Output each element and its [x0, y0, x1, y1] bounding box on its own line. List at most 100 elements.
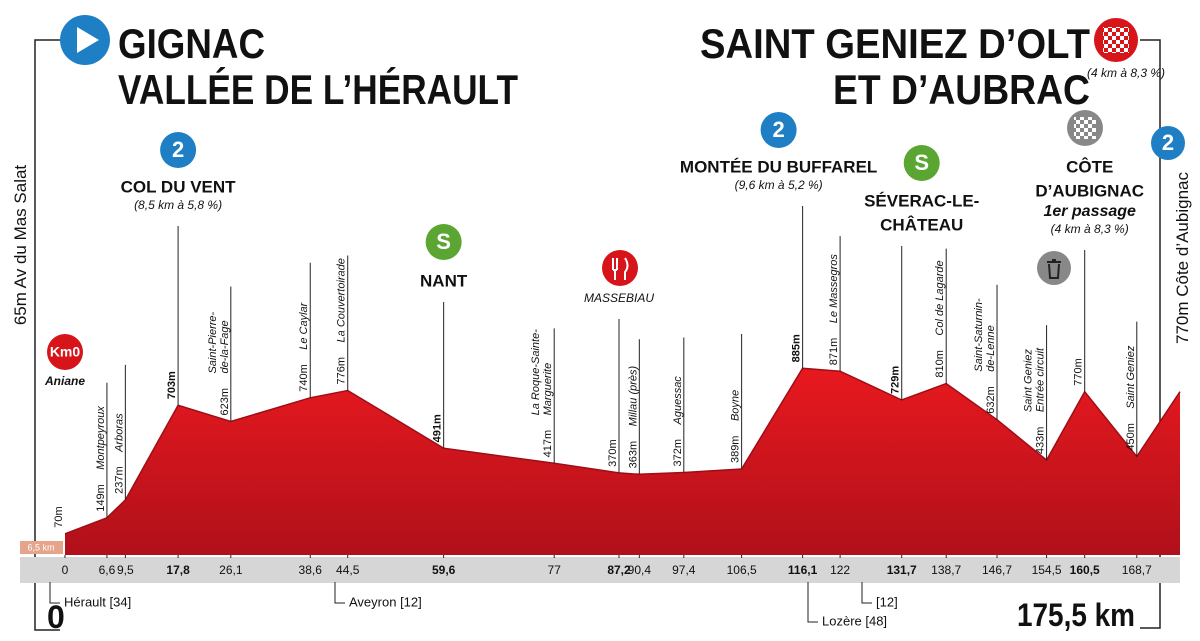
place-name-line: Saint Geniez — [1125, 345, 1137, 408]
x-tick-label: 122 — [830, 563, 850, 577]
place-name: Saint-Saturnin-de-Lenne — [973, 298, 997, 372]
start-title: GIGNAC — [118, 20, 265, 67]
altitude-label: 237m — [113, 466, 125, 494]
right-label: 770m Côte d’Aubignac — [1173, 172, 1192, 345]
x-tick-label: 90,4 — [628, 563, 652, 577]
neutral-strip-label: 6,5 km — [27, 542, 54, 552]
waste-bin — [1047, 259, 1061, 279]
department: [12] — [876, 594, 898, 609]
badge: 2 — [772, 117, 784, 142]
profile-line — [64, 367, 1181, 535]
x-tick-label: 26,1 — [219, 563, 243, 577]
x-tick-label: 87,2 — [607, 563, 631, 577]
right-badge-circle — [1151, 126, 1185, 160]
altitude-label: 623m — [219, 388, 231, 416]
feed-cutlery — [612, 257, 629, 280]
x-tick-label: 131,7 — [887, 563, 917, 577]
finish-flag — [1103, 27, 1129, 53]
department: Hérault [34] — [64, 594, 131, 609]
x-tick-label: 0 — [62, 563, 69, 577]
place-name: Saint Geniez — [1125, 345, 1137, 408]
right-frame — [1140, 39, 1161, 629]
badge: Km0 — [50, 344, 81, 360]
badge: S — [436, 229, 451, 254]
place-name: Aguessac — [672, 376, 684, 426]
feed-icon — [602, 250, 638, 286]
place-name-line: Saint-Saturnin- — [973, 298, 985, 372]
place-name-line: Le Massegros — [828, 254, 840, 324]
x-tick-label: 106,5 — [727, 563, 757, 577]
department-markers — [49, 582, 872, 623]
altitude-label: 370m — [607, 439, 619, 467]
place-name: Montpeyroux — [95, 406, 107, 470]
climb-name: COL DU VENT — [121, 177, 237, 196]
altitude-label: 363m — [627, 441, 639, 469]
x-tick-label: 138,7 — [931, 563, 961, 577]
climb-detail: (9,6 km à 5,2 %) — [735, 178, 823, 192]
left-label: 65m Av du Mas Salat — [11, 165, 30, 326]
climb-detail: (8,5 km à 5,8 %) — [134, 198, 222, 212]
place-name: La Roque-Sainte-Marguerite — [530, 329, 554, 416]
altitude-label: 776m — [336, 357, 348, 385]
x-tick-label: 44,5 — [336, 563, 360, 577]
x-tick-label: 168,7 — [1122, 563, 1152, 577]
climb-name: Aniane — [44, 374, 85, 388]
place-name-line: La Roque-Sainte- — [530, 329, 542, 416]
place-name: Arboras — [113, 413, 125, 453]
place-name: Le Caylar — [298, 301, 310, 349]
department: Lozère [48] — [822, 613, 887, 628]
altitude-label: 389m — [730, 436, 742, 464]
altitude-label: 885m — [791, 334, 803, 362]
place-name-line: Saint-Pierre- — [207, 311, 219, 373]
altitude-label: 372m — [672, 439, 684, 467]
km-band — [20, 557, 1180, 583]
altitude-label: 70m — [53, 506, 65, 527]
place-name: Saint GeniezEntrée circuit — [1023, 347, 1047, 412]
place-name-line: de-la-Fage — [219, 320, 231, 373]
altitude-label: 149m — [95, 484, 107, 512]
climb-name: D’AUBIGNAC — [1035, 181, 1144, 200]
place-name-line: La Couvertoirade — [336, 258, 348, 342]
badge-circle — [903, 145, 940, 181]
right-badge: 2 — [1162, 130, 1174, 155]
place-name: Col de Lagarde — [934, 260, 946, 335]
place-name: La Couvertoirade — [336, 258, 348, 342]
x-tick-label: 146,7 — [982, 563, 1012, 577]
start-km: 0 — [47, 599, 65, 635]
altitude-label: 491m — [432, 414, 444, 442]
altitude-label: 871m — [828, 338, 840, 366]
neutral-strip — [20, 541, 63, 554]
altitude-label: 770m — [1073, 358, 1085, 386]
climb-name: MASSEBIAU — [584, 291, 654, 305]
climb-name: MONTÉE DU BUFFAREL — [680, 157, 877, 176]
x-tick-label: 154,5 — [1032, 563, 1062, 577]
right-label-bg — [1170, 165, 1192, 355]
kom-flag — [1074, 117, 1096, 139]
profile-area — [65, 368, 1180, 555]
start-title: VALLÉE DE L’HÉRAULT — [118, 66, 518, 113]
climb-subtitle: 1er passage — [1043, 203, 1136, 220]
x-tick-label: 9,5 — [117, 563, 134, 577]
finish-title: ET D’AUBRAC — [833, 66, 1090, 113]
x-tick-label: 77 — [548, 563, 562, 577]
place-name: Saint-Pierre-de-la-Fage — [207, 311, 231, 373]
badge-circle — [47, 334, 83, 370]
altitude-label: 810m — [934, 350, 946, 378]
badge-circle — [760, 112, 797, 148]
finish-title: SAINT GENIEZ D’OLT — [700, 20, 1090, 67]
altitude-label: 417m — [542, 430, 554, 458]
x-tick-label: 6,6 — [99, 563, 116, 577]
place-name-line: Entrée circuit — [1035, 347, 1047, 412]
place-name-line: Marguerite — [542, 363, 554, 416]
x-tick-label: 59,6 — [432, 563, 456, 577]
place-name-line: Saint Geniez — [1023, 349, 1035, 412]
altitude-label: 632m — [985, 386, 997, 414]
department: Aveyron [12] — [349, 594, 422, 609]
left-label-bg — [10, 150, 30, 340]
place-name: Boyne — [730, 390, 742, 421]
altitude-label: 729m — [890, 366, 902, 394]
left-frame — [34, 39, 60, 631]
climb-name: CHÂTEAU — [880, 215, 963, 234]
place-name-line: Col de Lagarde — [934, 260, 946, 335]
